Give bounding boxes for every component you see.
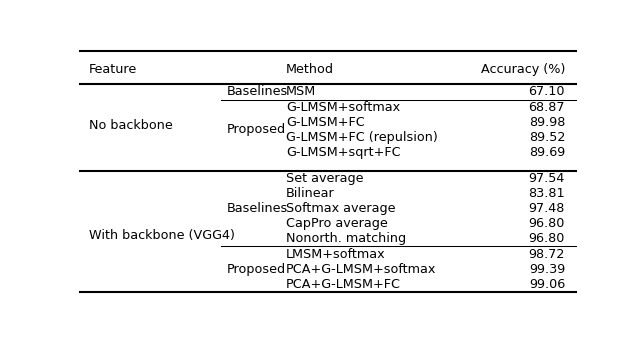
- Text: G-LMSM+softmax: G-LMSM+softmax: [286, 101, 400, 114]
- Text: 68.87: 68.87: [529, 101, 565, 114]
- Text: 83.81: 83.81: [529, 187, 565, 200]
- Text: 97.48: 97.48: [529, 202, 565, 215]
- Text: 99.39: 99.39: [529, 263, 565, 276]
- Text: Proposed: Proposed: [227, 263, 285, 276]
- Text: Softmax average: Softmax average: [286, 202, 396, 215]
- Text: CapPro average: CapPro average: [286, 217, 388, 230]
- Text: Bilinear: Bilinear: [286, 187, 335, 200]
- Text: Proposed: Proposed: [227, 123, 285, 137]
- Text: Baselines: Baselines: [227, 202, 287, 215]
- Text: 96.80: 96.80: [529, 232, 565, 245]
- Text: LMSM+softmax: LMSM+softmax: [286, 248, 385, 261]
- Text: G-LMSM+FC (repulsion): G-LMSM+FC (repulsion): [286, 131, 438, 144]
- Text: Method: Method: [286, 63, 334, 76]
- Text: Baselines: Baselines: [227, 85, 287, 98]
- Text: 67.10: 67.10: [529, 85, 565, 98]
- Text: With backbone (VGG4): With backbone (VGG4): [89, 229, 235, 242]
- Text: No backbone: No backbone: [89, 119, 173, 132]
- Text: 96.80: 96.80: [529, 217, 565, 230]
- Text: 89.52: 89.52: [529, 131, 565, 144]
- Text: PCA+G-LMSM+FC: PCA+G-LMSM+FC: [286, 278, 401, 291]
- Text: G-LMSM+FC: G-LMSM+FC: [286, 116, 365, 129]
- Text: Feature: Feature: [89, 63, 137, 76]
- Text: PCA+G-LMSM+softmax: PCA+G-LMSM+softmax: [286, 263, 436, 276]
- Text: 89.69: 89.69: [529, 146, 565, 159]
- Text: 98.72: 98.72: [529, 248, 565, 261]
- Text: G-LMSM+sqrt+FC: G-LMSM+sqrt+FC: [286, 146, 401, 159]
- Text: MSM: MSM: [286, 85, 316, 98]
- Text: 99.06: 99.06: [529, 278, 565, 291]
- Text: Set average: Set average: [286, 172, 364, 185]
- Text: Accuracy (%): Accuracy (%): [481, 63, 565, 76]
- Text: 97.54: 97.54: [529, 172, 565, 185]
- Text: Nonorth. matching: Nonorth. matching: [286, 232, 406, 245]
- Text: 89.98: 89.98: [529, 116, 565, 129]
